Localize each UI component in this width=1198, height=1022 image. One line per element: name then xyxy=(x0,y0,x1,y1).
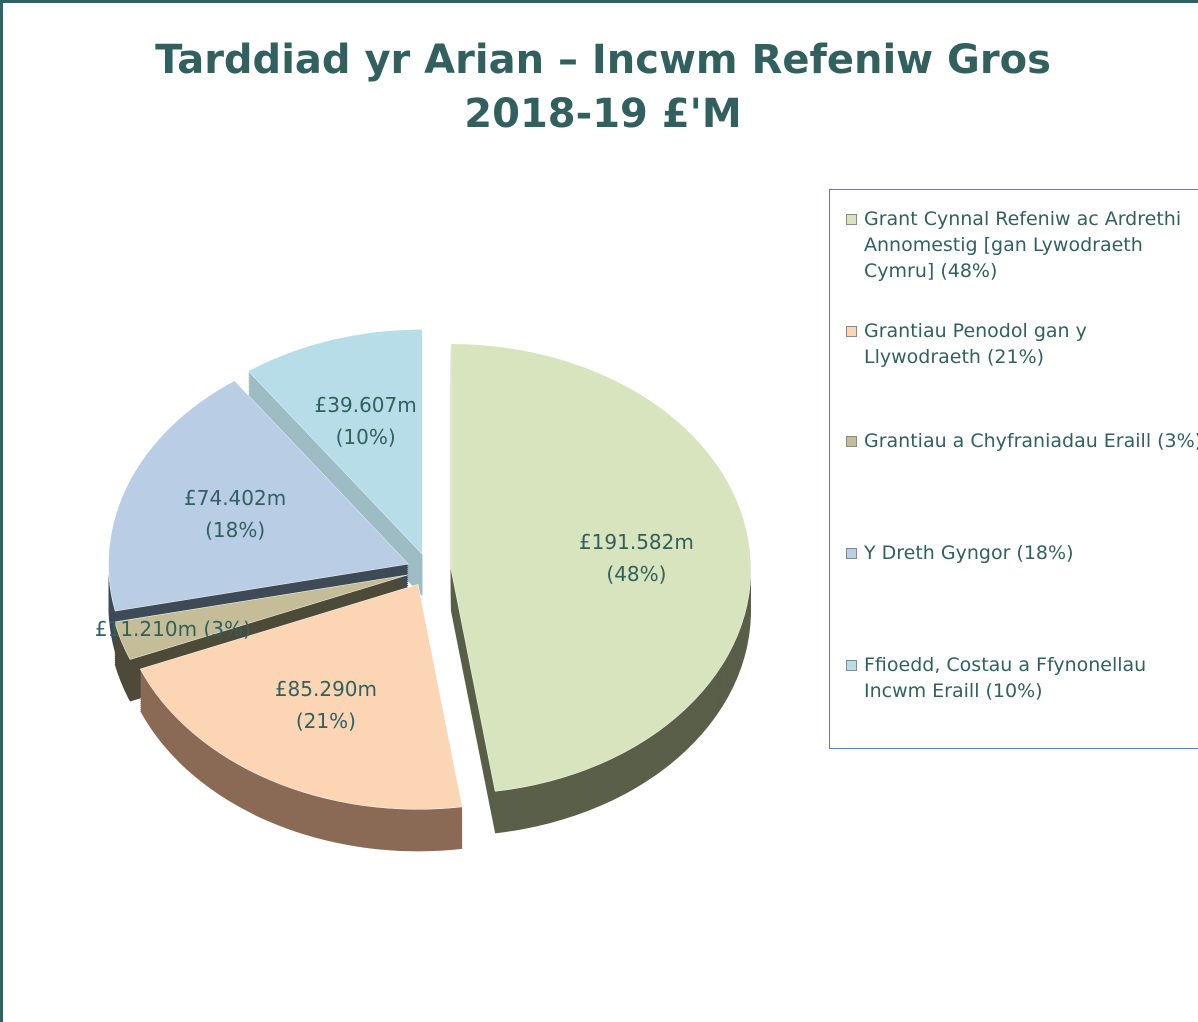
legend-entry: Grantiau Penodol gan y Llywodraeth (21%) xyxy=(842,318,1198,370)
legend-entry: Y Dreth Gyngor (18%) xyxy=(842,540,1198,566)
pie-canvas xyxy=(108,329,752,852)
data-label: £11.210m (3%) xyxy=(94,617,251,642)
data-label: £74.402m (18%) xyxy=(184,485,287,542)
legend-swatch xyxy=(846,214,857,225)
data-label: £85.290m (21%) xyxy=(274,677,377,734)
slice xyxy=(108,380,410,612)
chart-title: Tarddiad yr Arian – Incwm Refeniw Gros 2… xyxy=(155,37,1051,137)
slice xyxy=(114,574,409,660)
legend-swatch xyxy=(846,436,857,447)
legend-entry: Ffioedd, Costau a Ffynonellau Incwm Erai… xyxy=(842,652,1198,704)
slice xyxy=(139,584,463,810)
legend-entry: Grant Cynnal Refeniw ac Ardrethi Annomes… xyxy=(842,206,1198,284)
legend-entry: Grantiau a Chyfraniadau Eraill (3%) xyxy=(842,428,1198,454)
data-label: £39.607m (10%) xyxy=(314,393,417,450)
data-label: £191.582m (48%) xyxy=(578,530,694,587)
legend-swatch xyxy=(846,660,857,671)
legend-swatch xyxy=(846,548,857,559)
slice xyxy=(450,343,752,792)
slice xyxy=(247,329,423,555)
legend-swatch xyxy=(846,326,857,337)
legend: Grant Cynnal Refeniw ac Ardrethi Annomes… xyxy=(829,189,1198,749)
